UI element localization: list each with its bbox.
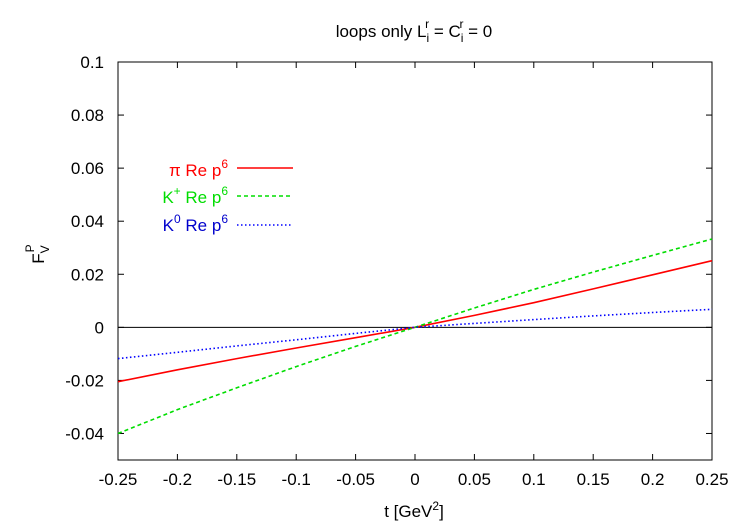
series-line-k0: [117, 308, 713, 360]
y-axis-label-sub: V: [38, 245, 52, 253]
x-tick-label: 0.1: [522, 470, 546, 489]
x-tick-label: 0.15: [577, 470, 610, 489]
y-tick-label: 0.1: [80, 53, 104, 72]
legend-label-kplus-sup: 6: [221, 184, 228, 198]
x-tick-label: -0.2: [163, 470, 192, 489]
legend-label-k0-k: K: [163, 216, 175, 235]
chart-title-tail: = 0: [463, 22, 492, 41]
x-axis-label-tail: ]: [439, 502, 444, 521]
chart-title-l-sub: i: [426, 31, 429, 45]
legend-label-pi-main: π Re p: [169, 161, 221, 180]
x-axis-tick-labels: -0.25 -0.2 -0.15 -0.1 -0.05 0 0.05 0.1 0.15 0.2 0.…: [99, 470, 729, 489]
x-tick-label: 0.05: [458, 470, 491, 489]
data-series: [117, 238, 713, 435]
x-tick-label: 0.2: [641, 470, 665, 489]
chart-title-mid: = C: [429, 22, 461, 41]
legend-label-k0: K0 Re p6: [163, 212, 229, 235]
legend-label-k0-sup1: 0: [174, 212, 181, 226]
x-tick-label: 0: [410, 470, 419, 489]
series-line-kplus: [117, 238, 713, 435]
legend-label-kplus-k: K: [162, 188, 174, 207]
y-axis-label-sup: P: [23, 244, 37, 252]
y-tick-label: -0.04: [65, 424, 104, 443]
x-tick-label: -0.25: [99, 470, 138, 489]
chart-title-c-sup: r: [459, 17, 463, 31]
x-tick-label: -0.15: [217, 470, 256, 489]
y-tick-label: 0.02: [71, 265, 104, 284]
x-axis-label-main: t [GeV: [384, 502, 433, 521]
plot-area: [117, 61, 713, 461]
y-tick-label: 0.08: [71, 106, 104, 125]
legend-label-pi-sup: 6: [221, 157, 228, 171]
legend-label-k0-main: Re p: [181, 216, 222, 235]
y-axis-label: FVP: [23, 244, 52, 263]
y-axis-tick-labels: -0.04 -0.02 0 0.02 0.04 0.06 0.08 0.1: [65, 53, 104, 443]
x-tick-label: 0.25: [695, 470, 728, 489]
chart-title-l-sup: r: [425, 17, 429, 31]
legend-label-kplus-sup1: +: [174, 184, 181, 198]
legend-label-kplus: K+ Re p6: [162, 184, 228, 207]
y-tick-label: 0.06: [71, 159, 104, 178]
x-tick-label: -0.05: [336, 470, 375, 489]
x-tick-label: -0.1: [282, 470, 311, 489]
y-tick-label: 0.04: [71, 212, 104, 231]
legend-label-kplus-main: Re p: [181, 188, 222, 207]
legend-label-pi: π Re p6: [169, 157, 228, 180]
chart-title: loops only Lir = Cir = 0: [336, 17, 493, 45]
legend: π Re p6 K+ Re p6 K0 Re p6: [162, 157, 293, 235]
series-line-pi: [117, 259, 713, 383]
chart-title-c-sub: i: [461, 31, 464, 45]
x-axis-label-sup: 2: [432, 499, 439, 513]
legend-label-k0-sup: 6: [221, 212, 228, 226]
y-tick-label: -0.02: [65, 371, 104, 390]
y-tick-label: 0: [95, 318, 104, 337]
chart-title-main: loops only L: [336, 22, 427, 41]
x-axis-label: t [GeV2]: [384, 499, 444, 521]
axis-ticks: [117, 61, 713, 460]
y-axis-label-main: F: [29, 253, 48, 263]
